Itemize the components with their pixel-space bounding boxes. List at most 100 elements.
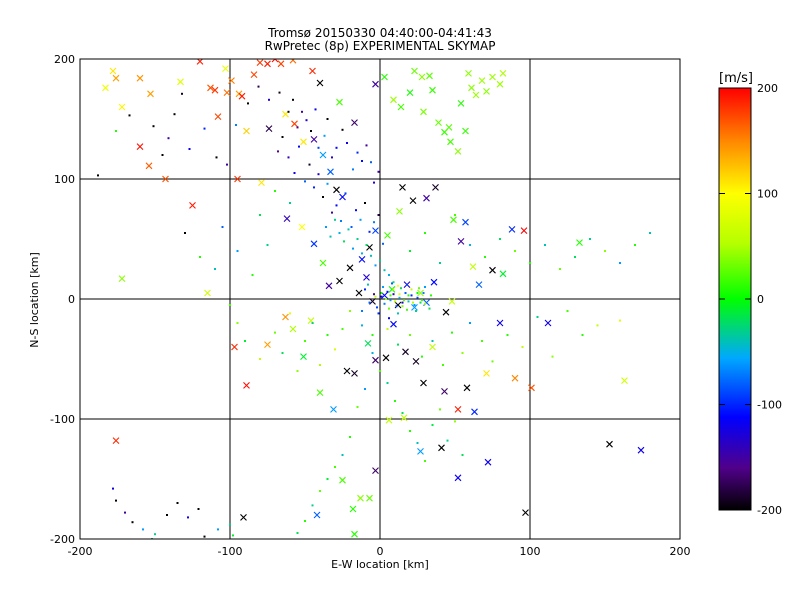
data-point-x (445, 124, 453, 131)
data-point-dot (397, 343, 399, 346)
data-point-dot (389, 299, 392, 302)
data-point-x (118, 275, 126, 282)
data-point-dot (506, 334, 509, 336)
x-axis-label: E-W location [km] (331, 558, 429, 571)
data-point-dot (418, 287, 420, 290)
data-point-dot (419, 301, 422, 304)
data-point-x (355, 289, 363, 297)
data-point-dot (367, 283, 369, 286)
data-point-dot (536, 316, 539, 318)
data-point-x (442, 308, 450, 316)
data-point-dot (304, 180, 306, 183)
data-point-dot (331, 156, 333, 159)
data-point-x (207, 84, 214, 92)
data-point-dot (173, 113, 176, 116)
data-point-dot (431, 340, 434, 342)
data-point-x (204, 289, 211, 297)
data-point-dot (229, 304, 231, 306)
data-point-dot (322, 196, 324, 198)
data-point-dot (184, 232, 186, 234)
data-point-dot (409, 430, 411, 432)
data-point-x (298, 223, 306, 231)
data-point-dot (413, 304, 416, 306)
data-point-dot (589, 238, 591, 240)
data-point-x (471, 408, 478, 416)
y-tick-label: 200 (54, 53, 75, 66)
data-point-dot (235, 124, 237, 126)
x-tick-label: -100 (218, 545, 243, 558)
data-point-x (271, 59, 279, 63)
data-point-dot (377, 214, 380, 216)
data-point-x (429, 343, 436, 351)
data-point-dot (152, 125, 155, 128)
data-point-dot (356, 151, 359, 154)
data-point-dot (368, 301, 371, 304)
data-point-x (214, 113, 222, 120)
data-point-x (417, 448, 424, 455)
data-point-dot (214, 268, 216, 270)
colorbar-tick-label: 0 (757, 293, 764, 306)
data-point-x (325, 282, 333, 290)
data-point-dot (347, 228, 350, 231)
data-point-dot (236, 322, 239, 324)
data-point-dot (373, 181, 375, 184)
data-point-dot (370, 161, 372, 164)
data-point-dot (383, 302, 386, 305)
data-point-dot (374, 295, 377, 298)
data-point-dot (128, 114, 131, 117)
data-point-x (291, 120, 298, 128)
data-point-dot (287, 156, 290, 159)
data-point-dot (311, 322, 314, 324)
data-point-dot (311, 504, 314, 507)
data-point-dot (268, 98, 270, 101)
data-point-x (448, 298, 456, 305)
data-point-x (211, 86, 219, 94)
data-point-dot (454, 420, 456, 423)
data-point-dot (203, 127, 206, 130)
data-point-x (250, 71, 258, 78)
data-point-dot (97, 174, 99, 177)
data-point-x (372, 356, 379, 364)
data-point-dot (521, 346, 524, 348)
data-point-dot (319, 364, 321, 366)
data-point-x (265, 125, 273, 132)
data-point-x (457, 238, 465, 245)
data-point-x (339, 193, 346, 201)
data-point-x (508, 226, 516, 233)
data-point-dot (551, 355, 554, 358)
x-tick-label: 200 (670, 545, 691, 558)
data-point-dot (313, 186, 315, 189)
data-point-x (316, 79, 324, 87)
colorbar-tick-label: 100 (757, 188, 778, 201)
data-point-x (390, 96, 397, 104)
data-point-x (300, 353, 307, 360)
data-point-dot (400, 287, 402, 290)
data-point-dot (574, 256, 576, 258)
data-point-dot (355, 209, 357, 212)
data-point-dot (361, 310, 363, 312)
data-point-dot (559, 268, 561, 270)
data-point-x (177, 78, 184, 86)
data-point-dot (296, 370, 299, 372)
data-point-dot (431, 424, 434, 426)
data-point-x (240, 514, 247, 521)
data-point-x (363, 274, 370, 281)
data-point-dot (344, 192, 347, 195)
data-point-dot (356, 238, 359, 240)
data-point-x (243, 127, 250, 135)
data-point-dot (409, 250, 411, 252)
data-point-dot (317, 173, 320, 176)
y-tick-label: -100 (50, 413, 75, 426)
data-point-x (397, 103, 405, 111)
data-point-x (447, 138, 454, 146)
data-point-x (243, 382, 250, 389)
data-point-x (457, 100, 465, 107)
data-point-dot (379, 259, 381, 262)
colorbar-unit-label: [m/s] (719, 71, 753, 86)
data-point-x (346, 264, 354, 272)
data-point-x (357, 494, 364, 502)
data-point-dot (340, 220, 342, 222)
data-point-x (300, 138, 307, 146)
data-point-dot (395, 305, 398, 308)
data-point-dot (289, 312, 291, 315)
